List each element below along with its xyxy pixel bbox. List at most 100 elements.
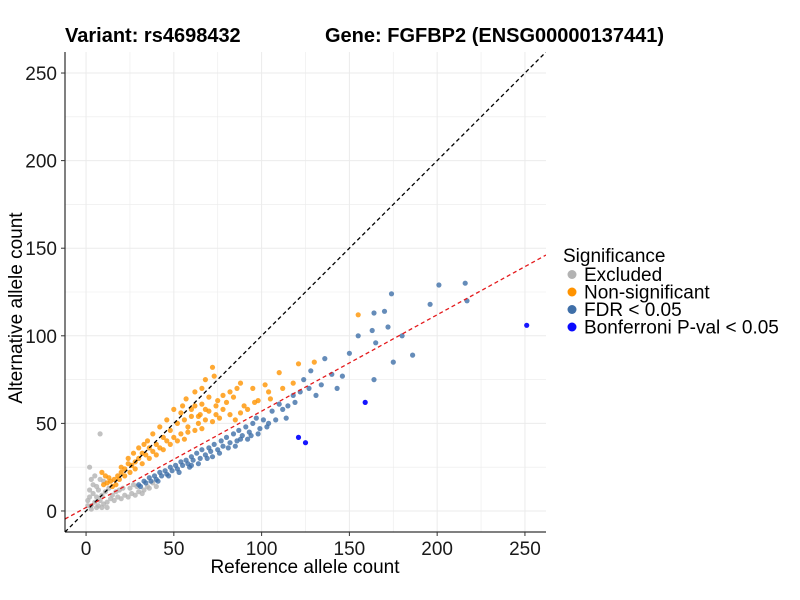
point-excluded	[127, 485, 133, 491]
point-excluded	[153, 483, 159, 490]
point-fdr	[371, 310, 377, 316]
point-fdr	[369, 327, 375, 334]
point-fdr	[218, 438, 224, 444]
point-nonsig	[185, 424, 191, 430]
point-fdr	[178, 459, 184, 465]
point-fdr	[195, 461, 201, 467]
x-tick-label: 200	[421, 539, 453, 560]
point-nonsig	[213, 403, 219, 409]
point-fdr	[227, 440, 233, 446]
point-fdr	[283, 415, 289, 421]
point-nonsig	[141, 441, 147, 447]
point-nonsig	[127, 469, 133, 475]
point-nonsig	[280, 385, 286, 391]
point-nonsig	[181, 417, 187, 423]
point-nonsig	[311, 359, 317, 365]
point-nonsig	[99, 469, 105, 475]
point-nonsig	[167, 441, 173, 447]
point-nonsig	[192, 427, 198, 433]
point-excluded	[104, 504, 110, 511]
point-fdr	[176, 469, 182, 475]
point-fdr	[318, 382, 324, 388]
point-nonsig	[262, 382, 268, 388]
y-axis-title: Alternative allele count	[6, 212, 27, 404]
point-excluded	[87, 464, 93, 470]
point-nonsig	[192, 403, 198, 409]
point-fdr	[204, 455, 210, 461]
point-excluded	[97, 431, 103, 437]
x-tick-label: 150	[334, 539, 366, 560]
reference-line-identity	[65, 52, 546, 532]
point-excluded	[88, 506, 94, 512]
legend-key-fdr	[567, 305, 577, 314]
point-nonsig	[183, 396, 189, 402]
point-nonsig	[125, 461, 131, 467]
point-nonsig	[167, 427, 173, 433]
x-tick-label: 100	[246, 539, 278, 560]
point-nonsig	[139, 450, 145, 456]
point-bonf	[362, 399, 368, 405]
y-tick-label: 200	[25, 152, 57, 173]
point-fdr	[230, 431, 237, 437]
point-nonsig	[102, 473, 108, 479]
point-fdr	[223, 434, 230, 440]
point-fdr	[334, 385, 340, 391]
y-tick-label: 0	[46, 502, 57, 523]
point-excluded	[99, 504, 105, 511]
point-fdr	[162, 468, 168, 474]
point-excluded	[90, 482, 96, 488]
point-fdr	[206, 445, 212, 451]
point-fdr	[141, 478, 147, 484]
point-nonsig	[144, 438, 151, 444]
point-nonsig	[209, 364, 216, 370]
point-fdr	[155, 478, 161, 484]
point-fdr	[269, 408, 275, 414]
point-fdr	[157, 469, 163, 475]
point-fdr	[187, 464, 193, 470]
point-fdr	[237, 436, 244, 442]
legend-key-nonsig	[567, 287, 577, 297]
point-nonsig	[118, 469, 124, 475]
point-nonsig	[234, 385, 240, 391]
point-nonsig	[266, 389, 272, 395]
point-fdr	[260, 417, 266, 423]
point-nonsig	[136, 445, 142, 451]
point-nonsig	[206, 394, 212, 400]
point-nonsig	[202, 417, 208, 423]
point-fdr	[225, 445, 231, 451]
point-nonsig	[181, 436, 187, 442]
point-fdr	[322, 356, 328, 362]
point-nonsig	[250, 385, 256, 391]
point-nonsig	[130, 450, 137, 456]
point-fdr	[188, 454, 194, 460]
point-excluded	[94, 494, 100, 500]
point-nonsig	[227, 389, 233, 395]
point-fdr	[248, 433, 254, 439]
point-fdr	[183, 457, 189, 463]
point-nonsig	[185, 429, 191, 435]
point-nonsig	[215, 398, 221, 404]
point-fdr	[285, 403, 291, 409]
point-excluded	[85, 497, 91, 504]
point-fdr	[371, 377, 377, 383]
point-nonsig	[132, 466, 138, 472]
point-fdr	[255, 431, 261, 437]
point-nonsig	[276, 370, 282, 376]
point-fdr	[273, 417, 279, 423]
chart-title-variant: Variant: rs4698432	[65, 25, 241, 47]
point-fdr	[313, 392, 319, 398]
point-nonsig	[295, 361, 302, 367]
point-nonsig	[188, 413, 194, 419]
point-fdr	[211, 441, 217, 447]
point-nonsig	[227, 412, 233, 418]
point-bonf	[295, 434, 302, 440]
plot-axes	[64, 52, 546, 533]
point-fdr	[410, 352, 416, 358]
point-excluded	[111, 497, 117, 504]
point-fdr	[257, 426, 263, 432]
x-axis-title: Reference allele count	[210, 557, 400, 578]
point-fdr	[339, 373, 345, 379]
point-fdr	[264, 424, 270, 430]
point-nonsig	[232, 417, 238, 423]
legend-key-excluded	[567, 270, 577, 279]
